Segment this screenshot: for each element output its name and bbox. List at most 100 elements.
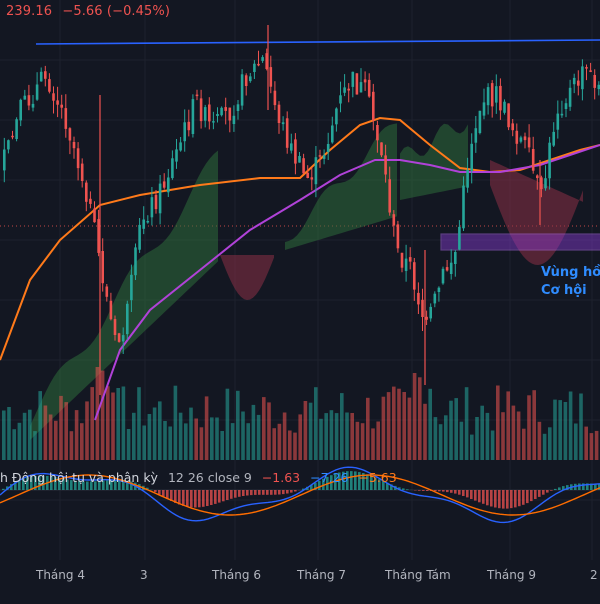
candle-down <box>69 128 72 140</box>
candle-up <box>475 128 478 143</box>
macd-name: h Động hội tụ và phân kỳ <box>0 470 158 485</box>
x-tick-1: 3 <box>140 568 148 582</box>
x-tick-6: 2 <box>590 568 598 582</box>
volume-bar <box>553 400 557 460</box>
volume-bar <box>85 401 89 460</box>
volume-bar <box>428 389 432 460</box>
candle-up <box>552 132 555 146</box>
volume-bar <box>148 414 152 460</box>
candle-down <box>388 179 391 212</box>
volume-bar <box>70 431 74 460</box>
macd-histogram-bar <box>2 489 5 490</box>
macd-signal-value: −5.63 <box>358 470 396 485</box>
candle-down <box>511 123 514 130</box>
macd-histogram-bar <box>470 490 473 499</box>
candle-down <box>93 209 96 223</box>
candle-up <box>331 126 334 143</box>
volume-bar <box>387 392 391 460</box>
price-change: −5.66 (−0.45%) <box>62 4 170 19</box>
volume-bar <box>189 408 193 460</box>
candle-up <box>183 122 186 141</box>
candle-down <box>110 301 113 319</box>
volume-bar <box>246 423 250 460</box>
volume-bar <box>402 392 406 460</box>
volume-bar <box>298 414 302 460</box>
candle-up <box>171 158 174 178</box>
candle-up <box>442 269 445 284</box>
candle-up <box>569 88 572 107</box>
macd-histogram-bar <box>510 490 513 508</box>
x-tick-4: Tháng Tám <box>385 568 451 582</box>
volume-bar <box>314 387 318 460</box>
volume-bar <box>356 422 360 460</box>
volume-bar <box>132 413 136 460</box>
macd-histogram-bar <box>210 490 213 505</box>
candle-up <box>470 144 473 171</box>
volume-bar <box>18 423 22 460</box>
macd-histogram-bar <box>294 490 297 492</box>
volume-bar <box>408 398 412 460</box>
candle-down <box>106 287 109 297</box>
volume-bar <box>548 427 552 460</box>
candle-up <box>483 102 486 115</box>
candle-up <box>204 107 207 121</box>
candle-up <box>352 72 355 87</box>
candle-up <box>212 121 215 123</box>
volume-bar <box>475 417 479 460</box>
candle-down <box>347 89 350 91</box>
volume-bar <box>496 386 500 461</box>
macd-histogram-bar <box>538 490 541 497</box>
macd-histogram-bar <box>534 490 537 499</box>
candle-up <box>126 304 129 334</box>
x-tick-0: Tháng 4 <box>36 568 85 582</box>
candle-up <box>458 227 461 250</box>
macd-histogram-bar <box>462 490 465 496</box>
macd-histogram-bar <box>178 490 181 505</box>
candle-down <box>532 149 535 171</box>
candle-up <box>315 157 318 184</box>
candle-up <box>335 109 338 125</box>
candle-up <box>360 82 363 92</box>
candle-down <box>224 107 227 111</box>
x-tick-3: Tháng 7 <box>297 568 346 582</box>
candle-up <box>241 74 244 105</box>
macd-histogram-bar <box>442 490 445 492</box>
candle-down <box>425 317 428 320</box>
candle-down <box>417 293 420 305</box>
volume-bar <box>127 429 131 460</box>
macd-histogram-bar <box>222 490 225 501</box>
volume-bar <box>335 413 339 460</box>
candle-down <box>118 333 121 342</box>
macd-histogram-bar <box>418 490 421 491</box>
volume-bar <box>522 429 526 460</box>
candle-up <box>557 114 560 130</box>
x-tick-2: Tháng 6 <box>212 568 261 582</box>
macd-histogram-bar <box>546 490 549 493</box>
volume-bar <box>293 433 297 460</box>
candle-down <box>401 253 404 268</box>
macd-legend[interactable]: h Động hội tụ và phân kỳ 12 26 close 9 −… <box>0 470 403 485</box>
candle-up <box>454 252 457 264</box>
candle-down <box>48 79 51 92</box>
candle-up <box>192 99 195 134</box>
volume-bar <box>569 392 573 461</box>
macd-histogram-bar <box>498 490 501 508</box>
candle-up <box>40 72 43 82</box>
candle-up <box>134 247 137 275</box>
candle-down <box>499 86 502 111</box>
candle-down <box>101 251 104 283</box>
x-tick-5: Tháng 9 <box>487 568 536 582</box>
candle-down <box>28 95 31 105</box>
volume-bar <box>226 389 230 460</box>
candle-down <box>585 67 588 69</box>
candle-up <box>122 335 125 341</box>
volume-bar <box>252 405 256 460</box>
macd-histogram-bar <box>290 490 293 493</box>
volume-bar <box>382 397 386 460</box>
macd-histogram-bar <box>406 489 409 490</box>
volume-bar <box>111 393 115 461</box>
zone-annotation-2: Cơ hội <box>541 283 587 298</box>
candle-down <box>208 105 211 122</box>
